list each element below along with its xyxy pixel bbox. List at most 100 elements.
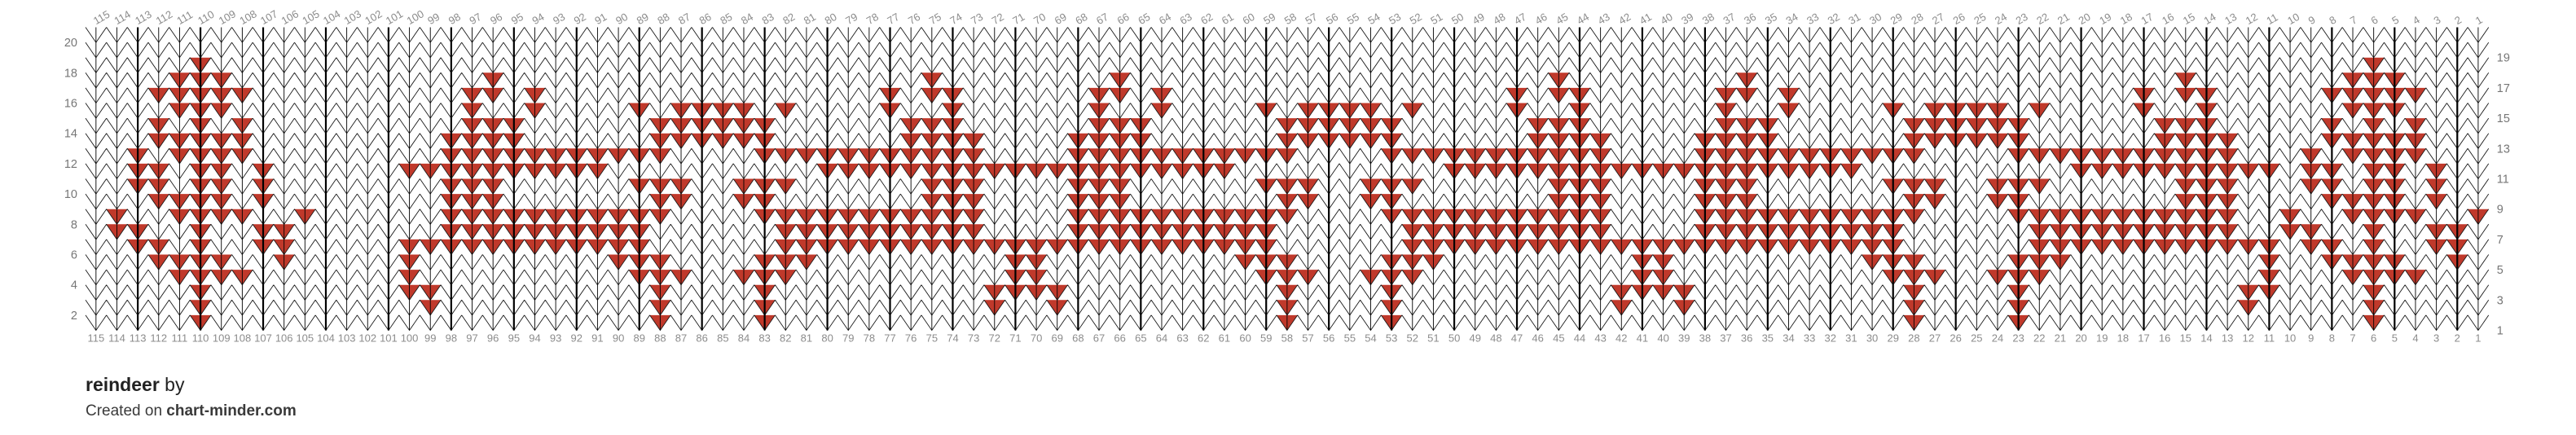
svg-text:18: 18 — [2118, 11, 2134, 27]
svg-text:114: 114 — [108, 332, 125, 345]
svg-text:84: 84 — [738, 332, 750, 345]
svg-text:90: 90 — [613, 11, 630, 27]
svg-text:40: 40 — [1659, 11, 1675, 27]
svg-text:110: 110 — [192, 332, 209, 345]
svg-text:77: 77 — [884, 332, 895, 345]
svg-text:75: 75 — [926, 332, 938, 345]
svg-text:79: 79 — [842, 332, 854, 345]
svg-text:111: 111 — [172, 332, 188, 345]
svg-text:4: 4 — [71, 279, 77, 292]
svg-text:32: 32 — [1825, 332, 1836, 345]
svg-text:32: 32 — [1826, 11, 1842, 27]
svg-text:12: 12 — [64, 158, 77, 171]
svg-text:74: 74 — [947, 332, 958, 345]
svg-text:65: 65 — [1135, 332, 1146, 345]
svg-text:90: 90 — [613, 332, 624, 345]
svg-text:49: 49 — [1470, 11, 1487, 27]
svg-text:10: 10 — [64, 188, 77, 201]
svg-text:20: 20 — [64, 37, 77, 50]
svg-text:15: 15 — [2497, 112, 2510, 125]
svg-text:44: 44 — [1575, 11, 1591, 27]
svg-text:71: 71 — [1010, 11, 1026, 27]
svg-text:16: 16 — [64, 98, 77, 111]
svg-text:16: 16 — [2160, 11, 2176, 27]
svg-text:28: 28 — [1909, 11, 1925, 27]
svg-text:52: 52 — [1407, 332, 1418, 345]
svg-text:37: 37 — [1720, 332, 1731, 345]
svg-text:87: 87 — [676, 11, 692, 27]
svg-text:87: 87 — [675, 332, 687, 345]
svg-text:46: 46 — [1532, 332, 1543, 345]
svg-text:67: 67 — [1094, 11, 1110, 27]
svg-text:97: 97 — [466, 332, 477, 345]
svg-text:113: 113 — [130, 332, 147, 345]
svg-text:110: 110 — [196, 8, 216, 27]
svg-text:21: 21 — [2055, 11, 2072, 27]
svg-text:108: 108 — [237, 7, 258, 27]
svg-text:68: 68 — [1073, 11, 1089, 27]
svg-text:67: 67 — [1093, 332, 1105, 345]
svg-text:8: 8 — [2329, 332, 2335, 345]
svg-text:11: 11 — [2264, 332, 2275, 345]
svg-text:38: 38 — [1700, 11, 1717, 27]
svg-text:4: 4 — [2412, 332, 2418, 345]
svg-text:109: 109 — [217, 7, 238, 27]
svg-text:24: 24 — [1993, 11, 2009, 27]
svg-text:69: 69 — [1053, 11, 1069, 27]
svg-text:9: 9 — [2308, 332, 2314, 345]
svg-text:47: 47 — [1512, 11, 1528, 27]
svg-text:44: 44 — [1574, 332, 1585, 345]
svg-text:14: 14 — [64, 128, 77, 141]
svg-text:8: 8 — [71, 218, 77, 231]
svg-text:18: 18 — [64, 67, 77, 80]
svg-text:17: 17 — [2138, 332, 2149, 345]
svg-text:66: 66 — [1114, 332, 1125, 345]
svg-text:35: 35 — [1763, 11, 1779, 27]
svg-text:3: 3 — [2497, 294, 2503, 307]
svg-text:113: 113 — [133, 8, 153, 27]
svg-text:79: 79 — [843, 11, 859, 27]
svg-text:74: 74 — [947, 11, 964, 27]
svg-text:61: 61 — [1220, 11, 1236, 27]
svg-text:105: 105 — [296, 332, 314, 345]
svg-text:107: 107 — [254, 332, 272, 345]
svg-text:64: 64 — [1156, 332, 1167, 345]
svg-text:72: 72 — [989, 332, 1000, 345]
svg-text:19: 19 — [2097, 11, 2113, 27]
svg-text:6: 6 — [2369, 13, 2380, 27]
svg-text:9: 9 — [2306, 13, 2318, 27]
svg-text:80: 80 — [821, 332, 833, 345]
svg-text:37: 37 — [1721, 11, 1738, 27]
svg-text:69: 69 — [1051, 332, 1062, 345]
svg-text:15: 15 — [2181, 11, 2197, 27]
svg-text:47: 47 — [1511, 332, 1523, 345]
svg-text:1: 1 — [2473, 13, 2485, 27]
svg-text:100: 100 — [405, 7, 426, 27]
svg-text:7: 7 — [2350, 332, 2355, 345]
svg-text:28: 28 — [1908, 332, 1919, 345]
svg-text:5: 5 — [2497, 264, 2503, 277]
svg-text:57: 57 — [1302, 332, 1313, 345]
svg-text:56: 56 — [1323, 332, 1334, 345]
svg-text:45: 45 — [1553, 332, 1564, 345]
svg-text:98: 98 — [446, 11, 463, 27]
svg-text:102: 102 — [363, 7, 384, 27]
svg-text:64: 64 — [1157, 11, 1173, 27]
svg-text:58: 58 — [1281, 332, 1293, 345]
svg-text:30: 30 — [1866, 332, 1878, 345]
svg-text:60: 60 — [1239, 332, 1251, 345]
svg-text:102: 102 — [358, 332, 376, 345]
svg-text:112: 112 — [154, 8, 174, 27]
svg-text:23: 23 — [2012, 332, 2024, 345]
svg-text:91: 91 — [591, 332, 603, 345]
svg-text:46: 46 — [1533, 11, 1550, 27]
svg-text:7: 7 — [2497, 234, 2503, 247]
svg-text:76: 76 — [905, 332, 917, 345]
svg-text:13: 13 — [2222, 332, 2233, 345]
svg-text:22: 22 — [2033, 332, 2045, 345]
svg-text:22: 22 — [2034, 11, 2051, 27]
svg-text:6: 6 — [71, 249, 77, 262]
svg-text:73: 73 — [969, 11, 985, 27]
svg-text:42: 42 — [1616, 11, 1633, 27]
svg-text:60: 60 — [1241, 11, 1257, 27]
